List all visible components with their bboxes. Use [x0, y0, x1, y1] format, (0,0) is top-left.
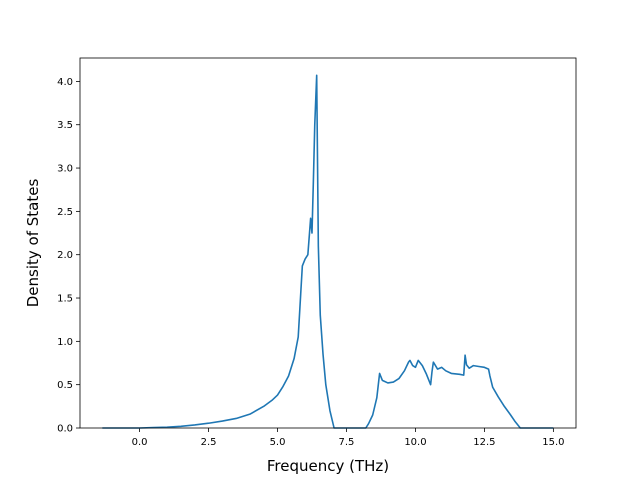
y-axis: 0.0 0.5 1.0 1.5 2.0 2.5 3.0 3.5 4.0	[57, 77, 80, 435]
x-axis-title: Frequency (THz)	[267, 457, 389, 475]
x-tick-label: 5.0	[270, 437, 286, 448]
y-tick-label: 2.0	[57, 250, 73, 261]
y-tick-label: 0.5	[57, 380, 73, 391]
x-tick-label: 12.5	[473, 437, 495, 448]
series-line	[102, 74, 554, 429]
y-tick-label: 2.5	[57, 207, 73, 218]
plot-area	[80, 58, 576, 428]
x-tick-label: 15.0	[542, 437, 564, 448]
y-tick-label: 3.5	[57, 120, 73, 131]
y-tick-label: 3.0	[57, 164, 73, 175]
x-tick-label: 7.5	[339, 437, 355, 448]
y-tick-label: 0.0	[57, 424, 73, 435]
plot-frame	[79, 57, 577, 429]
x-tick-label: 2.5	[201, 437, 217, 448]
y-tick-label: 4.0	[57, 77, 73, 88]
y-tick-label: 1.0	[57, 337, 73, 348]
x-tick-label: 10.0	[404, 437, 426, 448]
x-axis: 0.0 2.5 5.0 7.5 10.0 12.5 15.0	[132, 428, 565, 448]
x-tick-label: 0.0	[132, 437, 148, 448]
y-axis-title: Density of States	[24, 179, 42, 308]
y-tick-label: 1.5	[57, 294, 73, 305]
